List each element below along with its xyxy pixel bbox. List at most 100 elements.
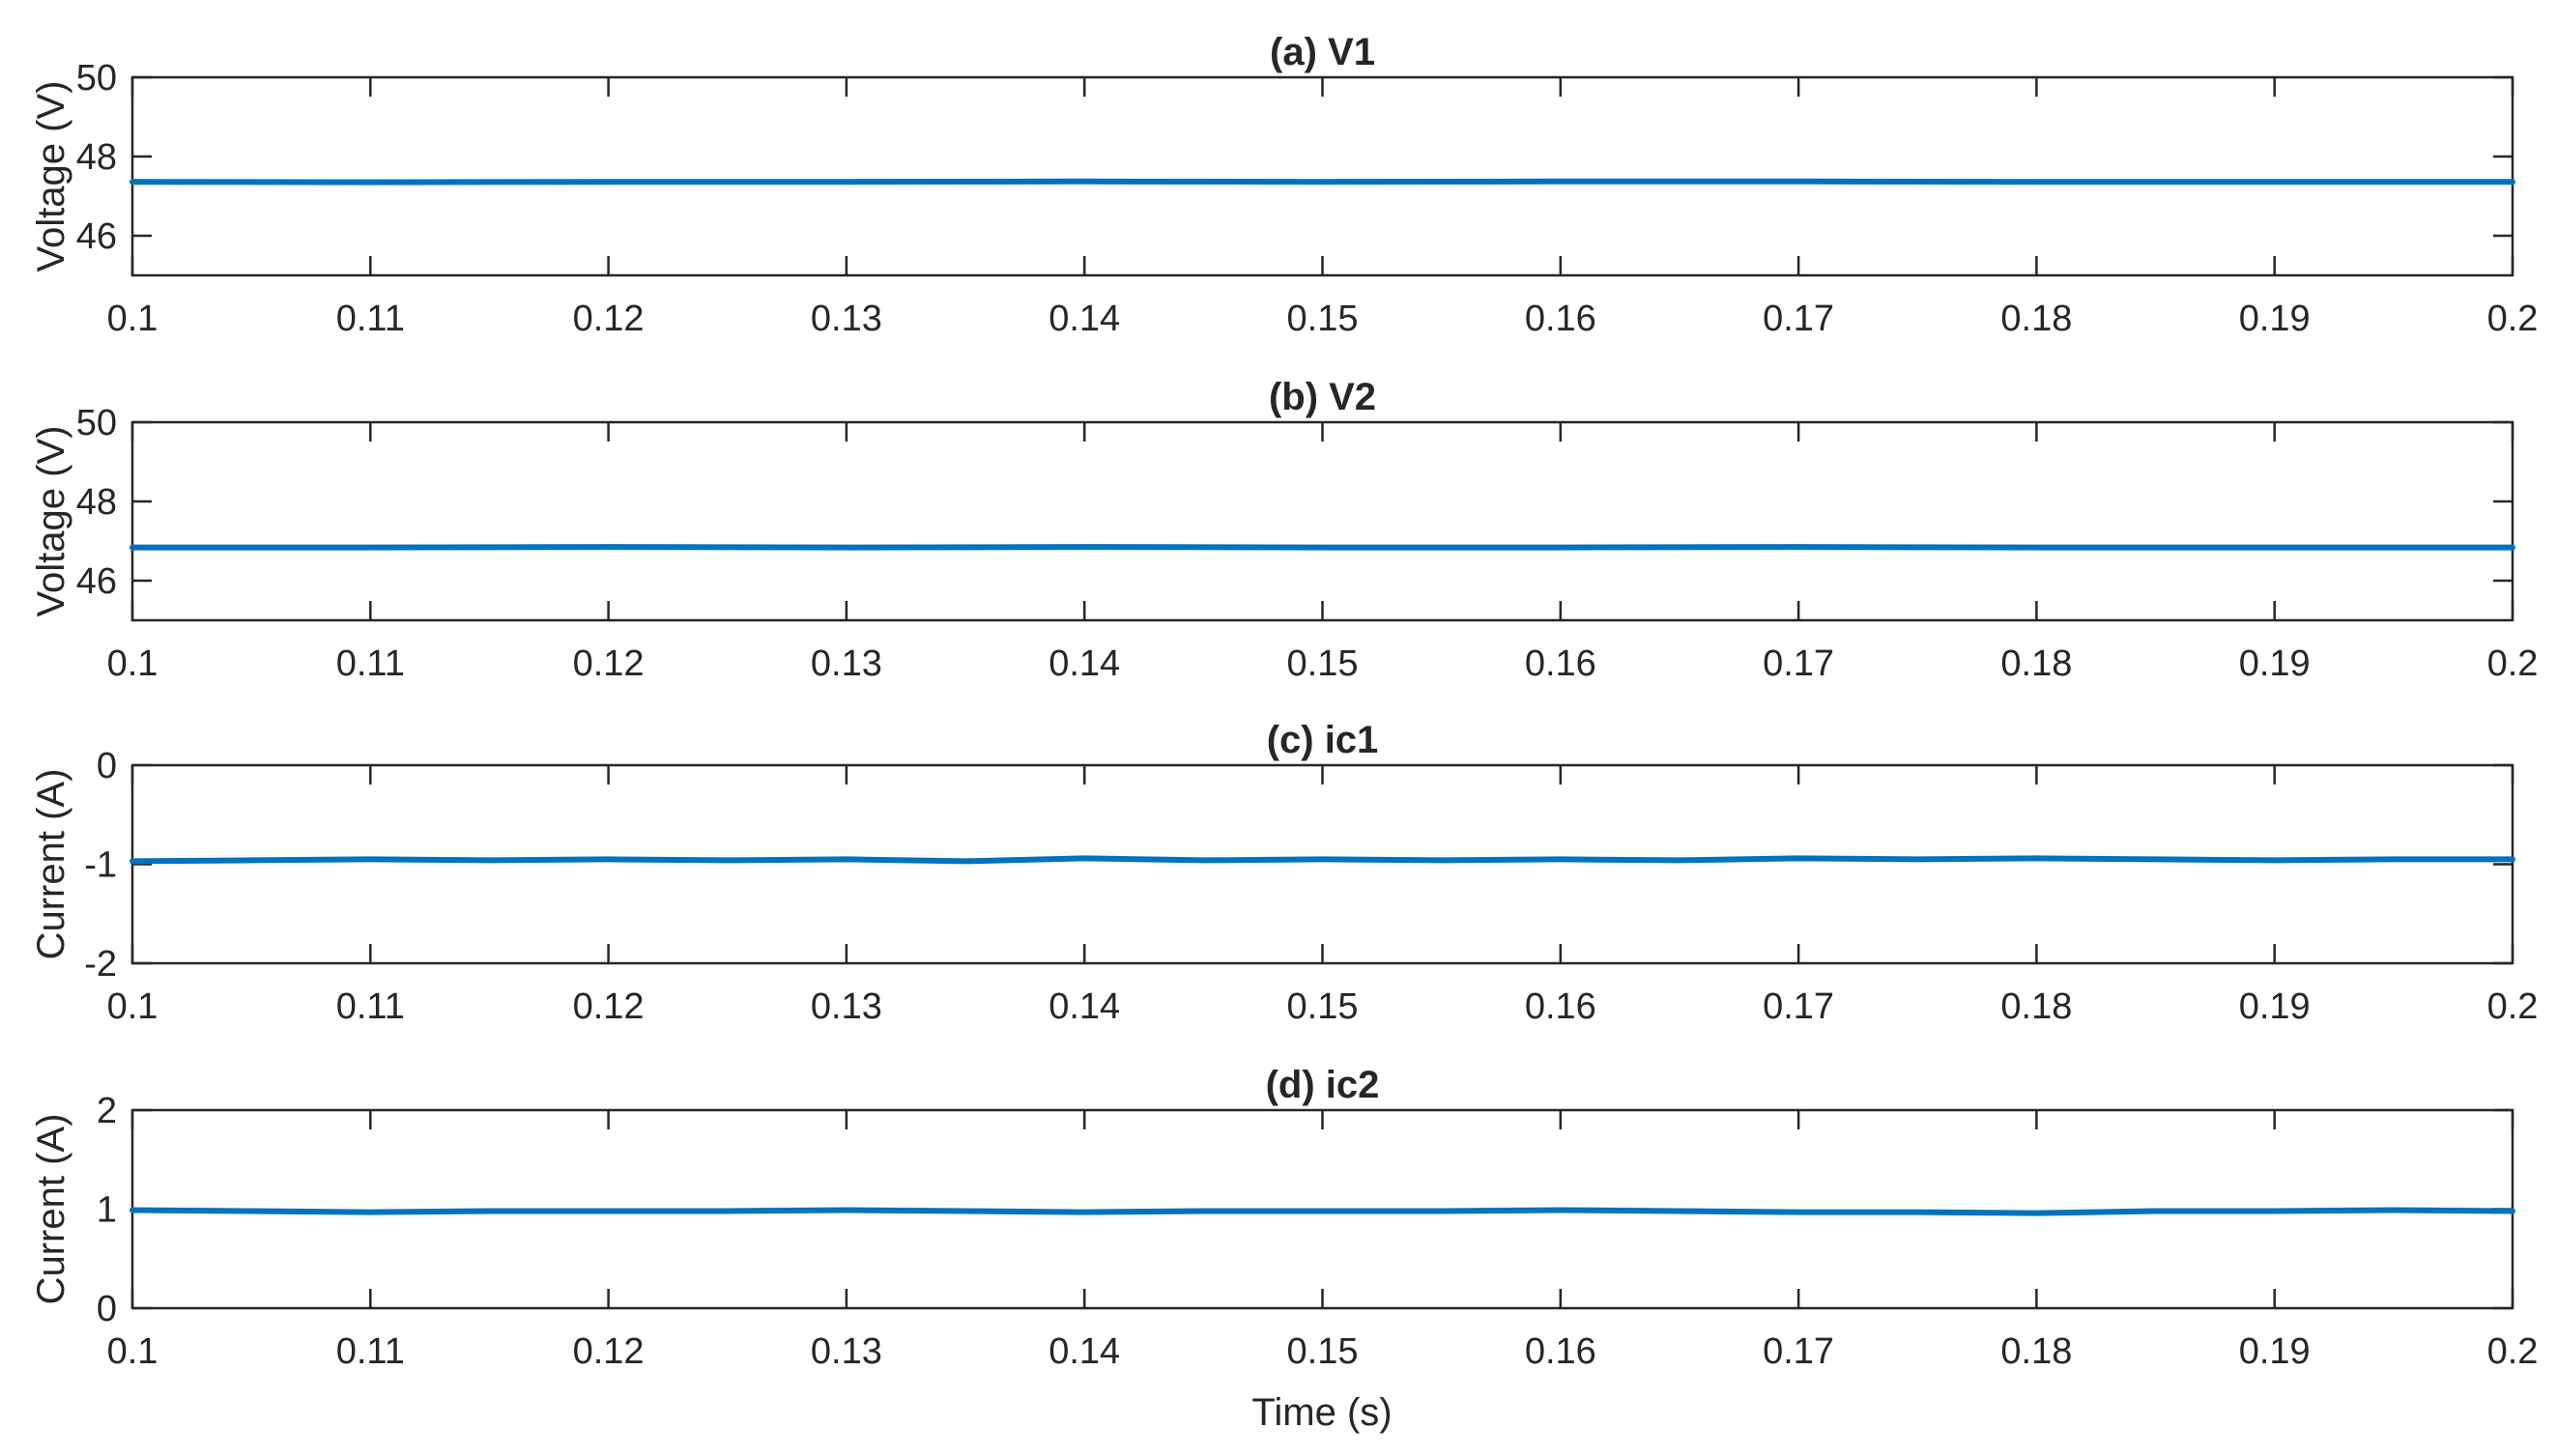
data-point: [129, 545, 135, 551]
data-point: [1796, 179, 1801, 185]
data-point: [1439, 1209, 1445, 1214]
data-point: [2391, 856, 2397, 862]
data-point: [248, 1209, 254, 1214]
x-tick-label: 0.19: [2239, 299, 2311, 339]
y-tick-label: -2: [84, 944, 117, 985]
x-tick-label: 0.2: [2487, 986, 2539, 1027]
x-tick-label: 0.12: [573, 986, 645, 1027]
data-point: [2153, 1209, 2159, 1214]
subplot-title: (c) ic1: [1267, 719, 1379, 761]
data-point: [129, 179, 135, 185]
data-point: [1081, 855, 1087, 861]
subplot-1: 0.1 0.11 0.12 0.13 0.14 0.15 0.16 0.17 0.18 0.19 0…: [30, 31, 2538, 339]
y-axis-label: Current (A): [30, 769, 72, 960]
subplot-4: 0.1 0.11 0.12 0.13 0.14 0.15 0.16 0.17 0.18 0.19 0…: [30, 1064, 2538, 1372]
y-tick-label: 1: [97, 1190, 117, 1231]
y-tick-label: -1: [84, 845, 117, 886]
x-tick-label: 0.2: [2487, 643, 2539, 684]
data-point: [2272, 857, 2278, 863]
data-point: [1081, 179, 1087, 185]
data-point: [844, 545, 849, 551]
data-point: [2391, 1208, 2397, 1213]
x-tick-label: 0.16: [1525, 986, 1596, 1027]
data-point: [2153, 856, 2159, 862]
data-point: [2510, 179, 2515, 185]
x-tick-label: 0.17: [1763, 299, 1834, 339]
y-tick-label: 48: [76, 482, 117, 523]
data-point: [1320, 179, 1325, 185]
data-point: [2033, 1211, 2039, 1216]
data-point: [2272, 1209, 2278, 1214]
x-tick-label: 0.12: [573, 643, 645, 684]
data-point: [1320, 545, 1325, 551]
x-tick-label: 0.17: [1763, 643, 1834, 684]
axes-box: [130, 763, 2514, 965]
data-point: [1081, 1210, 1087, 1215]
data-point: [2272, 179, 2278, 185]
y-tick-label: 50: [76, 403, 117, 443]
data-point: [1439, 857, 1445, 863]
data-point: [844, 1208, 849, 1213]
data-point: [962, 1209, 968, 1214]
x-tick-label: 0.2: [2487, 1331, 2539, 1372]
data-point: [2272, 545, 2278, 551]
data-point: [1796, 544, 1801, 550]
x-tick-label: 0.18: [2000, 643, 2072, 684]
x-tick-label: 0.16: [1525, 643, 1596, 684]
data-point: [1558, 1208, 1564, 1213]
x-tick-label: 0.15: [1287, 986, 1359, 1027]
x-tick-label: 0.11: [336, 1331, 405, 1372]
data-point: [2510, 856, 2515, 862]
x-tick-label: 0.13: [811, 643, 882, 684]
data-point: [606, 544, 612, 550]
x-tick-label: 0.18: [2000, 1331, 2072, 1372]
data-point: [1914, 1210, 1920, 1215]
data-point: [367, 545, 373, 551]
x-tick-label: 0.1: [107, 299, 158, 339]
x-tick-label: 0.19: [2239, 1331, 2311, 1372]
data-point: [2510, 1209, 2515, 1214]
data-point: [2033, 545, 2039, 551]
data-point: [1914, 856, 1920, 862]
data-point: [1677, 857, 1682, 863]
y-axis-label: Current (A): [30, 1114, 72, 1305]
data-point: [962, 858, 968, 864]
x-tick-label: 0.19: [2239, 643, 2311, 684]
subplot-panels: 0.1 0.11 0.12 0.13 0.14 0.15 0.16 0.17 0.18 0.19 0…: [30, 31, 2538, 1372]
x-tick-label: 0.15: [1287, 1331, 1359, 1372]
data-point: [725, 857, 731, 863]
y-tick-label: 48: [76, 137, 117, 178]
subplot-title: (a) V1: [1270, 31, 1375, 73]
data-point: [129, 858, 135, 864]
data-point: [248, 857, 254, 863]
data-point: [606, 856, 612, 862]
shared-x-axis-label: Time (s): [1251, 1391, 1392, 1434]
data-point: [1081, 544, 1087, 550]
y-tick-label: 46: [76, 216, 117, 257]
x-tick-label: 0.1: [107, 1331, 158, 1372]
axes-box: [130, 420, 2514, 622]
data-point: [367, 1210, 373, 1215]
x-tick-label: 0.14: [1049, 299, 1120, 339]
y-tick-label: 0: [97, 746, 117, 786]
y-tick-label: 46: [76, 561, 117, 602]
data-point: [1558, 179, 1564, 185]
data-point: [1558, 856, 1564, 862]
x-tick-label: 0.16: [1525, 1331, 1596, 1372]
x-tick-label: 0.1: [107, 643, 158, 684]
x-tick-label: 0.18: [2000, 299, 2072, 339]
x-tick-label: 0.12: [573, 299, 645, 339]
data-point: [367, 856, 373, 862]
subplot-title: (d) ic2: [1266, 1064, 1380, 1106]
data-point: [2033, 179, 2039, 185]
x-tick-label: 0.14: [1049, 1331, 1120, 1372]
x-tick-label: 0.16: [1525, 299, 1596, 339]
x-tick-label: 0.11: [336, 986, 405, 1027]
y-tick-label: 0: [97, 1289, 117, 1329]
data-point: [606, 179, 612, 185]
x-tick-label: 0.11: [336, 299, 405, 339]
data-point: [606, 1209, 612, 1214]
data-point: [2510, 545, 2515, 551]
data-point: [1320, 1209, 1325, 1214]
x-tick-label: 0.11: [336, 643, 405, 684]
